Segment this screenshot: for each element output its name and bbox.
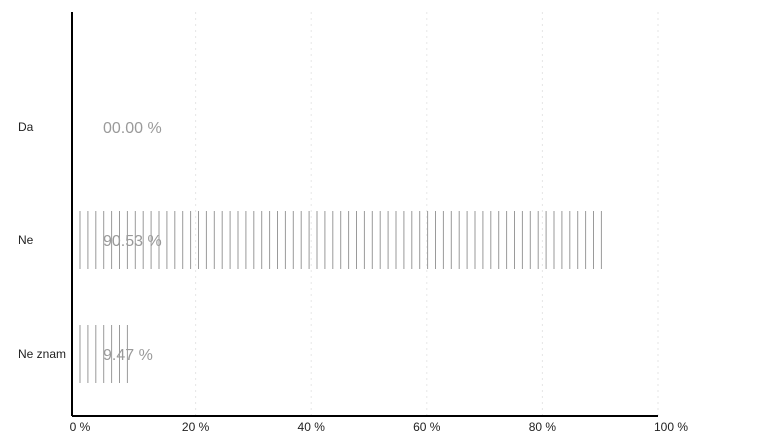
value-labels: 00.00 % 90.53 % 9.47 % <box>103 120 162 364</box>
category-label: Ne <box>18 233 34 247</box>
x-tick-labels: 0 % 20 % 40 % 60 % 80 % 100 % <box>70 420 689 434</box>
value-label: 90.53 % <box>103 233 162 250</box>
value-label: 9.47 % <box>103 347 153 364</box>
x-tick-label: 20 % <box>182 420 210 434</box>
x-tick-label: 60 % <box>413 420 441 434</box>
x-tick-label: 80 % <box>529 420 557 434</box>
x-tick-label: 40 % <box>298 420 326 434</box>
x-tick-label: 0 % <box>70 420 91 434</box>
grid-lines <box>195 12 659 416</box>
bar <box>79 211 602 269</box>
category-label: Ne znam <box>18 347 66 361</box>
bar <box>79 325 128 383</box>
category-labels: Da Ne Ne znam <box>18 120 66 361</box>
value-label: 00.00 % <box>103 120 162 137</box>
x-tick-label: 100 % <box>654 420 688 434</box>
bars-group <box>79 211 602 383</box>
category-label: Da <box>18 120 34 134</box>
